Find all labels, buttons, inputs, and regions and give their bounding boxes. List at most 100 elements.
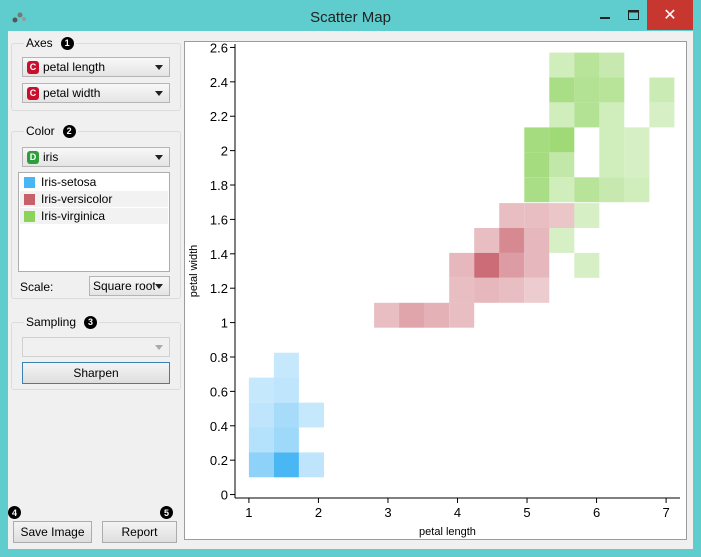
continuous-variable-icon: C — [27, 60, 39, 74]
maximize-button[interactable] — [619, 0, 647, 30]
heatmap-bin — [549, 102, 575, 128]
maximize-icon — [627, 10, 639, 20]
color-swatch — [24, 176, 35, 188]
sharpen-button[interactable]: Sharpen — [22, 362, 170, 384]
heatmap-bin — [574, 252, 600, 278]
axes-group: Axes 1 — [11, 36, 181, 111]
sampling-group-title: Sampling — [26, 315, 77, 329]
save-image-badge: 4 — [8, 506, 21, 519]
y-tick-label: 0.6 — [210, 384, 228, 399]
heatmap-bin — [599, 177, 625, 203]
list-item[interactable]: Iris-setosa — [20, 174, 168, 190]
minimize-button[interactable] — [591, 0, 619, 30]
x-axis-combo[interactable]: C petal length — [22, 57, 170, 77]
heatmap-bin — [524, 203, 550, 228]
save-image-button[interactable]: Save Image — [13, 521, 92, 543]
heatmap-bin — [549, 77, 575, 103]
heatmap-bin — [449, 302, 475, 328]
window-title: Scatter Map — [310, 9, 391, 26]
heatmap-bin — [624, 152, 650, 178]
list-item[interactable]: Iris-virginica — [20, 208, 168, 224]
heatmap-bin — [549, 228, 575, 253]
close-button[interactable]: ✕ — [647, 0, 693, 30]
y-tick-label: 0.8 — [210, 350, 228, 365]
color-attribute-combo[interactable]: D iris — [22, 147, 170, 167]
y-tick-label: 2.6 — [210, 42, 228, 55]
scale-label: Scale: — [20, 280, 54, 294]
heatmap-bin — [649, 77, 675, 103]
axes-badge: 1 — [60, 36, 74, 50]
control-panel: Axes 1 C petal length C petal width Colo… — [8, 31, 184, 549]
orange-app-icon — [12, 12, 26, 23]
heatmap-bin — [574, 177, 600, 203]
x-tick-label: 1 — [245, 505, 252, 520]
chevron-down-icon — [155, 90, 163, 96]
heatmap-bin — [273, 352, 299, 378]
heatmap-bin — [273, 402, 299, 428]
heatmap-bin — [524, 277, 550, 303]
sampling-combo[interactable] — [22, 337, 170, 357]
color-attribute-value: iris — [43, 150, 59, 164]
heatmap-bin — [524, 252, 550, 278]
scatter-map-chart[interactable]: 1 2 3 4 5 6 7 0 0.2 0.4 0.6 0.8 1 1.2 1.4 1.6 1.8 2 2.2 2.4… — [185, 40, 686, 539]
heatmap-bin — [599, 52, 625, 78]
discrete-variable-icon: D — [27, 150, 39, 164]
y-tick-label: 1.2 — [210, 281, 228, 296]
scale-value: Square root — [93, 279, 155, 293]
heatmap-bin — [449, 252, 475, 278]
y-tick-label: 1.8 — [210, 178, 228, 193]
y-tick-label: 1.4 — [210, 247, 228, 262]
heatmap-bin — [524, 177, 550, 203]
y-tick-label: 2.2 — [210, 109, 228, 124]
heatmap-bin — [599, 77, 625, 103]
heatmap-bin — [248, 402, 274, 428]
y-axis-combo[interactable]: C petal width — [22, 83, 170, 103]
x-axis-value: petal length — [43, 60, 106, 74]
heatmap-bin — [374, 302, 400, 328]
heatmap-bin — [649, 102, 675, 128]
class-list[interactable]: Iris-setosa Iris-versicolor Iris-virgini… — [18, 172, 170, 272]
x-tick-label: 6 — [593, 505, 600, 520]
heatmap-bin — [599, 102, 625, 128]
list-item-label: Iris-virginica — [41, 209, 106, 223]
y-axis-value: petal width — [43, 86, 101, 100]
scale-combo[interactable]: Square root — [89, 276, 170, 296]
heatmap-bin — [273, 452, 299, 478]
color-group-title: Color — [26, 124, 55, 138]
heatmap-bin — [549, 52, 575, 78]
chevron-down-icon — [155, 64, 163, 70]
plot-area[interactable]: 1 2 3 4 5 6 7 0 0.2 0.4 0.6 0.8 1 1.2 1.4 1.6 1.8 2 2.2 2.4… — [184, 40, 687, 540]
color-swatch — [24, 193, 35, 205]
close-icon: ✕ — [663, 7, 677, 24]
heatmap-bin — [248, 427, 274, 453]
chevron-down-icon — [155, 154, 163, 160]
heatmap-bin — [248, 377, 274, 403]
heatmap-bin — [549, 127, 575, 153]
y-tick-label: 1 — [221, 316, 228, 331]
y-tick-label: 0.2 — [210, 453, 228, 468]
heatmap-bin — [599, 127, 625, 153]
heatmap-bin — [574, 52, 600, 78]
minimize-icon — [600, 17, 610, 19]
y-tick-label: 0 — [221, 488, 228, 503]
heatmap-bin — [599, 152, 625, 178]
chevron-down-icon — [155, 344, 163, 350]
list-item[interactable]: Iris-versicolor — [20, 191, 168, 207]
x-tick-label: 2 — [315, 505, 322, 520]
heatmap-bin — [399, 302, 425, 328]
x-axis-label: petal length — [419, 526, 476, 538]
chevron-down-icon — [155, 283, 163, 289]
heatmap-bin — [624, 127, 650, 153]
heatmap-bin — [549, 177, 575, 203]
heatmap-bin — [574, 203, 600, 228]
list-item-label: Iris-setosa — [41, 175, 97, 189]
x-tick-label: 3 — [384, 505, 391, 520]
heatmap-bin — [273, 377, 299, 403]
x-tick-label: 5 — [523, 505, 530, 520]
report-button[interactable]: Report — [102, 521, 177, 543]
heatmap-bin — [574, 77, 600, 103]
x-tick-label: 4 — [454, 505, 461, 520]
sampling-badge: 3 — [84, 315, 98, 329]
title-bar: Scatter Map ✕ — [0, 0, 701, 36]
